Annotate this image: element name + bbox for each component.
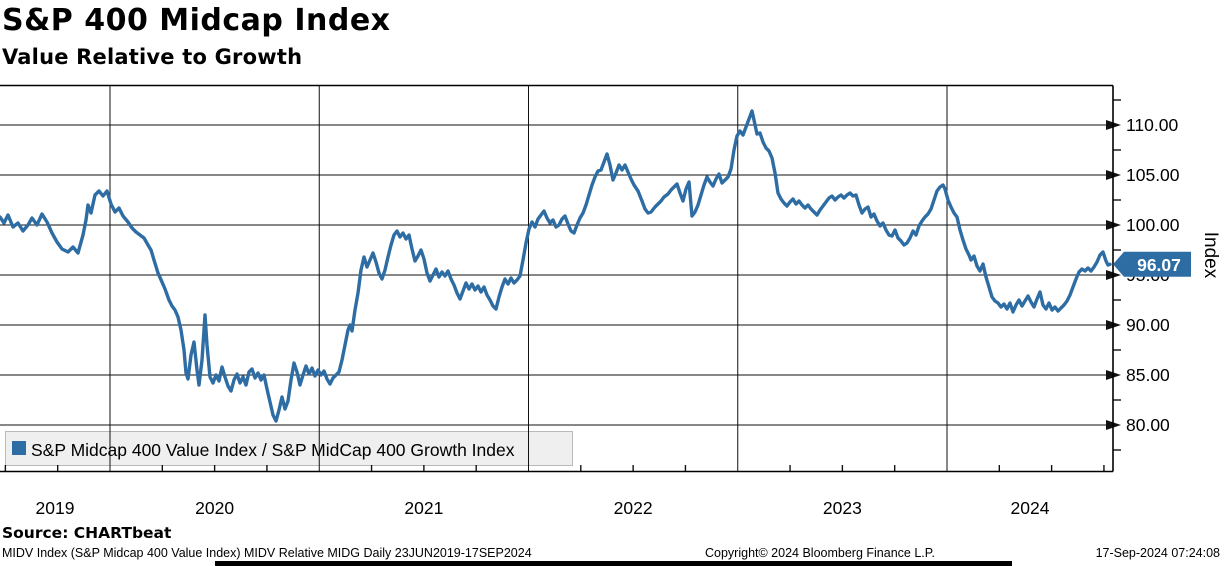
x-tick-label: 2021 bbox=[404, 498, 443, 518]
chart-canvas: 110.00105.00100.0095.0090.0085.0080.00S&… bbox=[0, 84, 1221, 518]
footer-timestamp: 17-Sep-2024 07:24:08 bbox=[1095, 546, 1220, 560]
y-tick-label: 80.00 bbox=[1126, 415, 1170, 435]
legend-label: S&P Midcap 400 Value Index / S&P MidCap … bbox=[31, 440, 515, 460]
footer-source: Source: CHARTbeat bbox=[2, 524, 172, 542]
x-tick-label: 2024 bbox=[1011, 498, 1050, 518]
chart-title: S&P 400 Midcap Index bbox=[2, 3, 391, 38]
x-tick-label: 2023 bbox=[823, 498, 862, 518]
last-value-tag bbox=[1113, 251, 1191, 277]
y-tick-label: 90.00 bbox=[1126, 315, 1170, 335]
x-tick-label: 2019 bbox=[36, 498, 75, 518]
x-tick-label: 2020 bbox=[195, 498, 234, 518]
y-tick-label: 85.00 bbox=[1126, 365, 1170, 385]
footer-copyright: Copyright© 2024 Bloomberg Finance L.P. bbox=[705, 546, 935, 560]
footer-row: MIDV Index (S&P Midcap 400 Value Index) … bbox=[0, 546, 1224, 562]
y-tick-label: 100.00 bbox=[1126, 215, 1180, 235]
y-axis-title: Index bbox=[1200, 232, 1221, 279]
legend-box bbox=[5, 431, 573, 466]
last-value-label: 96.07 bbox=[1137, 255, 1181, 275]
y-tick-label: 110.00 bbox=[1126, 115, 1178, 135]
chart-subtitle: Value Relative to Growth bbox=[2, 45, 303, 69]
y-tick-label: 105.00 bbox=[1126, 165, 1180, 185]
x-tick-label: 2022 bbox=[614, 498, 653, 518]
legend-marker bbox=[12, 441, 26, 455]
bottom-black-bar bbox=[215, 561, 1012, 566]
footer-meta: MIDV Index (S&P Midcap 400 Value Index) … bbox=[2, 546, 532, 560]
series-line bbox=[0, 109, 1112, 423]
